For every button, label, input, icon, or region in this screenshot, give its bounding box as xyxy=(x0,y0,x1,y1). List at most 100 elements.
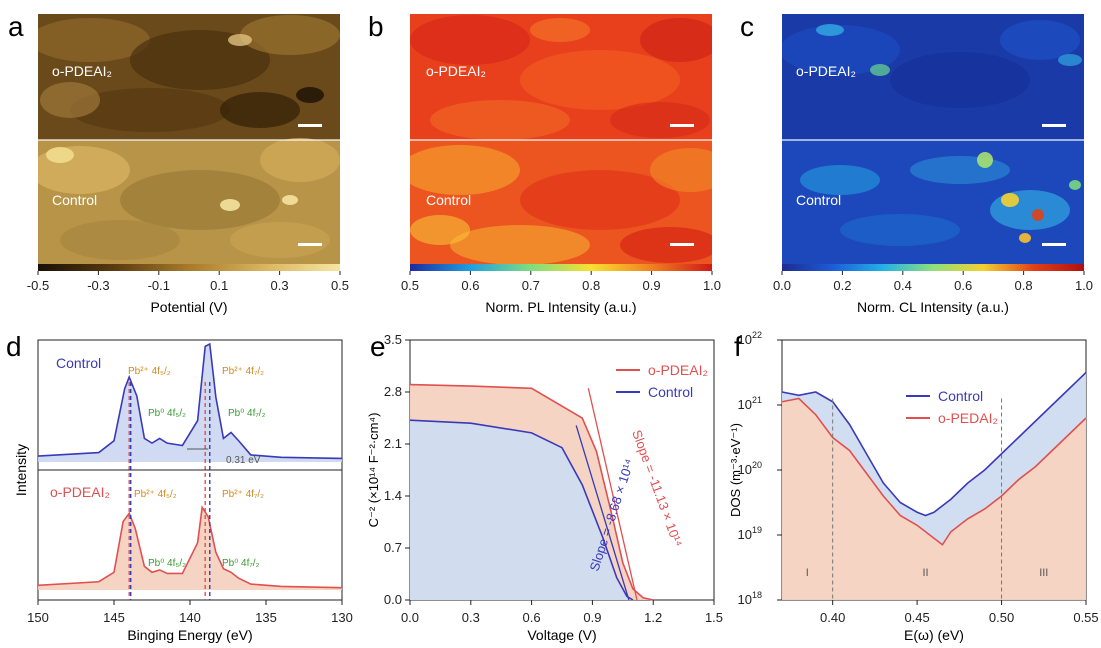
colorbar-tick-label: 0.5 xyxy=(331,278,349,293)
map-b-top-label: o-PDEAI₂ xyxy=(426,63,486,79)
colorbar-tick-label: 0.5 xyxy=(401,278,419,293)
y-tick-label: 2.8 xyxy=(384,384,402,399)
y-tick-label: 1022 xyxy=(738,330,762,347)
colorbar-tick-label: -0.5 xyxy=(27,278,49,293)
colorbar-tick-label: 1.0 xyxy=(703,278,721,293)
series-line xyxy=(781,371,1087,517)
panel-letter-c: c xyxy=(740,11,754,42)
panel-letter-a: a xyxy=(8,11,24,42)
x-tick-label: 0.55 xyxy=(1073,610,1098,625)
x-tick-label: 0.3 xyxy=(462,610,480,625)
series-area xyxy=(782,398,1086,600)
colorbar-a-label: Potential (V) xyxy=(150,299,227,315)
colorbar-tick-label: 0.7 xyxy=(522,278,540,293)
scale-bar xyxy=(1042,124,1066,127)
colorbar-c-ticks: 0.0 0.2 0.4 0.6 0.8 1.0 xyxy=(773,271,1093,293)
annot-pb2-52-bottom: Pb²⁺ 4f₅/₂ xyxy=(134,489,177,500)
colorbar-tick-label: 0.3 xyxy=(271,278,289,293)
y-tick-label: 1019 xyxy=(738,525,762,542)
colorbar-tick-label: 1.0 xyxy=(1075,278,1093,293)
y-tick-label: 0.0 xyxy=(384,592,402,607)
map-c-top-label: o-PDEAI₂ xyxy=(796,63,856,79)
panel-e: e o-PDEAI₂ Control 0.0 0.3 0.6 0.9 1.2 1.5 0.0 0.… xyxy=(366,331,723,643)
annot-pb2-72-bottom: Pb²⁺ 4f₇/₂ xyxy=(222,489,264,500)
colorbar-tick-label: 0.1 xyxy=(210,278,228,293)
annot-pb0-52-top: Pb⁰ 4f₅/₂ xyxy=(148,408,186,419)
y-tick-exponent: 19 xyxy=(752,525,762,535)
annot-shift: 0.31 eV xyxy=(226,455,261,466)
region-label: III xyxy=(1039,567,1048,579)
y-tick-label: 0.7 xyxy=(384,540,402,555)
colorbar-c-label: Norm. CL Intensity (a.u.) xyxy=(857,299,1009,315)
series-line xyxy=(37,505,343,589)
series-line xyxy=(781,397,1087,546)
series-line xyxy=(409,419,634,601)
colorbar-tick-label: 0.4 xyxy=(894,278,912,293)
colorbar-tick-label: 0.0 xyxy=(773,278,791,293)
map-b-bottom-label: Control xyxy=(426,192,471,208)
scale-bar xyxy=(1042,243,1066,246)
y-tick-label: 3.5 xyxy=(384,332,402,347)
y-tick-exponent: 18 xyxy=(752,590,762,600)
map-a-top-label: o-PDEAI₂ xyxy=(52,63,112,79)
panel-letter-b: b xyxy=(368,11,384,42)
plot-d-ylabel: Intensity xyxy=(13,444,29,496)
series-area xyxy=(38,344,342,462)
y-tick-label: 1.4 xyxy=(384,488,402,503)
series-line xyxy=(37,342,343,460)
x-tick-label: 150 xyxy=(27,610,49,625)
y-tick-label: 1018 xyxy=(738,590,762,607)
colorbar-tick-label: -0.1 xyxy=(148,278,170,293)
x-tick-label: 1.5 xyxy=(705,610,723,625)
x-tick-label: 0.50 xyxy=(989,610,1014,625)
x-tick-label: 140 xyxy=(179,610,201,625)
plot-e-xlabel: Voltage (V) xyxy=(527,627,596,643)
colorbar-tick-label: 0.6 xyxy=(461,278,479,293)
colorbar-tick-label: 0.9 xyxy=(643,278,661,293)
y-tick-exponent: 21 xyxy=(752,395,762,405)
panel-b: b o-PDEAI₂ Control 0.5 0.6 0.7 0.8 0.9 1.0 No… xyxy=(368,11,721,315)
x-tick-label: 0.40 xyxy=(820,610,845,625)
annot-pb0-52-bottom: Pb⁰ 4f₅/₂ xyxy=(148,558,186,569)
scale-bar xyxy=(298,243,322,246)
cl-map xyxy=(782,14,1084,264)
scale-bar xyxy=(298,124,322,127)
annot-pb2-52-top: Pb²⁺ 4f₅/₂ xyxy=(128,366,171,377)
x-tick-label: 130 xyxy=(331,610,353,625)
colorbar-tick-label: -0.3 xyxy=(87,278,109,293)
legend-label: o-PDEAI₂ xyxy=(648,362,708,378)
plot-f-ylabel: DOS (m⁻³·eV⁻¹) xyxy=(728,423,743,517)
x-tick-label: 0.9 xyxy=(583,610,601,625)
colorbar-tick-label: 0.8 xyxy=(582,278,600,293)
region-label: II xyxy=(922,567,928,579)
map-a-bottom-label: Control xyxy=(52,192,97,208)
colorbar-a xyxy=(38,264,340,271)
fit-line-control xyxy=(575,425,630,601)
plot-d-marks: 150 145 140 135 130 xyxy=(27,342,353,625)
annot-pb2-72-top: Pb²⁺ 4f₇/₂ xyxy=(222,366,264,377)
pl-map xyxy=(410,14,712,264)
colorbar-b-ticks: 0.5 0.6 0.7 0.8 0.9 1.0 xyxy=(401,271,721,293)
colorbar-c xyxy=(782,264,1084,271)
panel-c: c o-PDEAI₂ Control 0.0 0.2 0.4 0.6 0.8 1.0 xyxy=(740,11,1093,315)
x-tick-label: 0.0 xyxy=(401,610,419,625)
colorbar-a-ticks: -0.5 -0.3 -0.1 0.1 0.3 0.5 xyxy=(27,271,349,293)
band-area xyxy=(782,372,1086,545)
colorbar-b-label: Norm. PL Intensity (a.u.) xyxy=(485,299,636,315)
annot-pb0-72-top: Pb⁰ 4f₇/₂ xyxy=(228,408,266,419)
legend-label: o-PEDAI₂ xyxy=(938,410,998,426)
series-area xyxy=(410,420,633,600)
colorbar-tick-label: 0.2 xyxy=(833,278,851,293)
scale-bar xyxy=(670,124,694,127)
fit-line-pdeai xyxy=(587,388,638,601)
series-area xyxy=(38,507,342,590)
panel-letter-d: d xyxy=(6,331,22,362)
x-tick-label: 145 xyxy=(103,610,125,625)
x-tick-label: 0.6 xyxy=(523,610,541,625)
panel-letter-e: e xyxy=(370,331,386,362)
legend-label: Control xyxy=(648,384,693,400)
slope-label-pdeai: Slope = -11.13 × 10¹⁴ xyxy=(629,428,685,549)
